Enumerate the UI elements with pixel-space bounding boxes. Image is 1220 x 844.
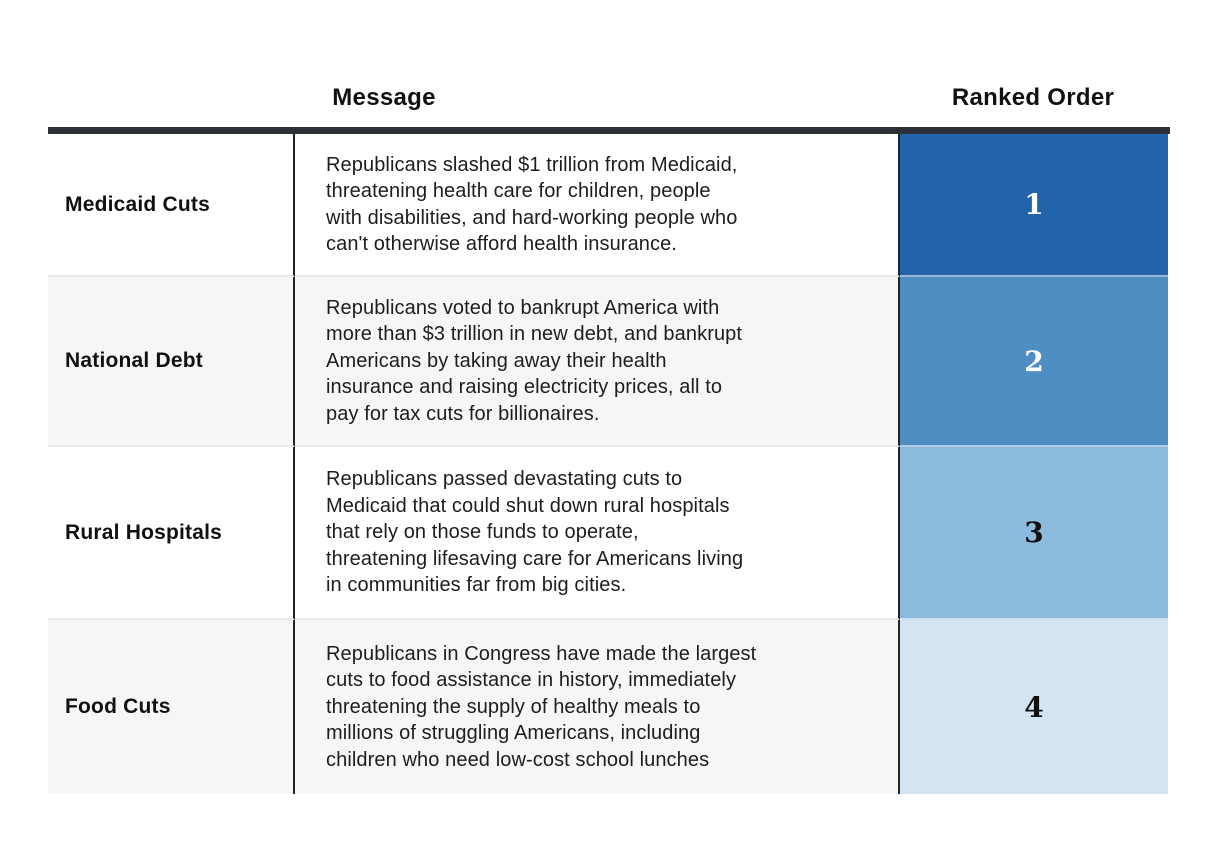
- rank-cell: 4: [900, 620, 1168, 794]
- row-label: Food Cuts: [48, 620, 295, 794]
- table-row-medicaid-cuts: Medicaid Cuts Republicans slashed $1 tri…: [48, 134, 1170, 277]
- column-header-message: Message: [332, 84, 436, 111]
- rank-cell: 2: [900, 277, 1168, 447]
- row-label: Rural Hospitals: [48, 447, 295, 620]
- table-row-food-cuts: Food Cuts Republicans in Congress have m…: [48, 620, 1170, 794]
- table-row-rural-hospitals: Rural Hospitals Republicans passed devas…: [48, 447, 1170, 620]
- message-cell: Republicans in Congress have made the la…: [295, 620, 900, 794]
- rank-cell: 1: [900, 134, 1168, 277]
- header-rule: [48, 127, 1170, 134]
- row-label: National Debt: [48, 277, 295, 447]
- table-row-national-debt: National Debt Republicans voted to bankr…: [48, 277, 1170, 447]
- column-header-ranked-order: Ranked Order: [951, 84, 1115, 111]
- message-cell: Republicans passed devastating cuts to M…: [295, 447, 900, 620]
- rank-cell: 3: [900, 447, 1168, 620]
- message-cell: Republicans slashed $1 trillion from Med…: [295, 134, 900, 277]
- ranked-messages-table: Medicaid Cuts Republicans slashed $1 tri…: [48, 134, 1170, 794]
- row-label: Medicaid Cuts: [48, 134, 295, 277]
- message-cell: Republicans voted to bankrupt America wi…: [295, 277, 900, 447]
